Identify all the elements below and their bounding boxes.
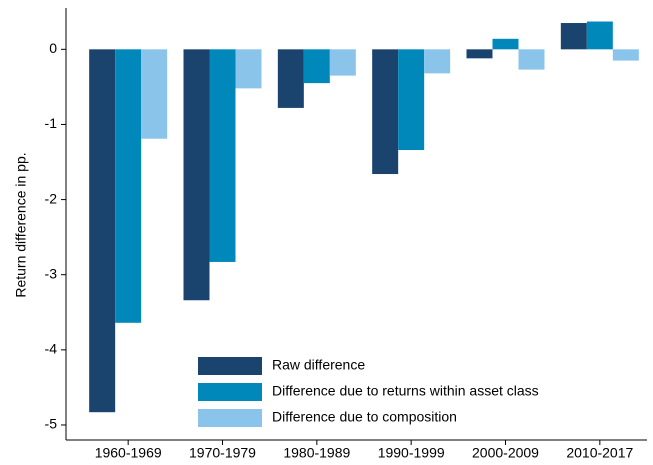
legend-label: Difference due to returns within asset c…: [272, 383, 539, 399]
bar: [612, 49, 639, 61]
y-tick-label: -1: [45, 115, 58, 131]
bar: [183, 49, 210, 301]
x-tick-label: 2010-2017: [566, 445, 633, 461]
bar: [372, 49, 399, 175]
bar: [424, 49, 451, 74]
legend-swatch: [198, 409, 262, 427]
x-tick-label: 1970-1979: [189, 445, 256, 461]
x-tick-label: 1960-1969: [95, 445, 162, 461]
bar: [329, 49, 356, 76]
y-tick-label: 0: [49, 40, 57, 56]
legend-swatch: [198, 357, 262, 375]
x-tick-label: 1980-1989: [283, 445, 350, 461]
bar: [303, 49, 330, 84]
bar: [492, 38, 519, 50]
y-tick-label: -2: [45, 190, 58, 206]
bar: [115, 49, 142, 323]
y-tick-label: -3: [45, 265, 58, 281]
x-tick-label: 1990-1999: [378, 445, 445, 461]
bar: [398, 49, 425, 150]
bar: [235, 49, 262, 89]
bar: [466, 49, 493, 59]
legend-label: Raw difference: [272, 357, 365, 373]
bar: [560, 23, 587, 50]
bar: [277, 49, 304, 108]
y-tick-label: -4: [45, 341, 58, 357]
legend-swatch: [198, 383, 262, 401]
bar: [89, 49, 116, 413]
bar: [209, 49, 236, 262]
y-axis-label: Return difference in pp.: [13, 152, 29, 297]
x-tick-label: 2000-2009: [472, 445, 539, 461]
legend-label: Difference due to composition: [272, 409, 457, 425]
bar: [141, 49, 168, 139]
bar: [518, 49, 545, 70]
bar: [586, 21, 613, 50]
y-tick-label: -5: [45, 416, 58, 432]
